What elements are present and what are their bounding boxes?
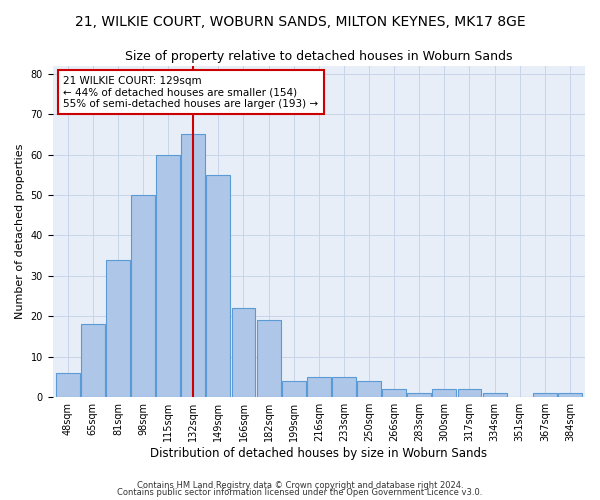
Title: Size of property relative to detached houses in Woburn Sands: Size of property relative to detached ho… xyxy=(125,50,512,63)
Bar xyxy=(558,393,582,397)
Bar xyxy=(106,260,130,397)
Bar xyxy=(433,389,457,397)
Bar xyxy=(131,195,155,397)
Text: Contains HM Land Registry data © Crown copyright and database right 2024.: Contains HM Land Registry data © Crown c… xyxy=(137,480,463,490)
Text: Contains public sector information licensed under the Open Government Licence v3: Contains public sector information licen… xyxy=(118,488,482,497)
Bar xyxy=(382,389,406,397)
X-axis label: Distribution of detached houses by size in Woburn Sands: Distribution of detached houses by size … xyxy=(150,447,487,460)
Bar xyxy=(307,377,331,397)
Bar xyxy=(56,373,80,397)
Bar xyxy=(282,381,305,397)
Bar xyxy=(81,324,105,397)
Bar xyxy=(332,377,356,397)
Bar xyxy=(181,134,205,397)
Bar xyxy=(232,308,256,397)
Y-axis label: Number of detached properties: Number of detached properties xyxy=(15,144,25,319)
Bar xyxy=(206,175,230,397)
Bar xyxy=(357,381,381,397)
Bar xyxy=(407,393,431,397)
Bar xyxy=(533,393,557,397)
Text: 21, WILKIE COURT, WOBURN SANDS, MILTON KEYNES, MK17 8GE: 21, WILKIE COURT, WOBURN SANDS, MILTON K… xyxy=(74,15,526,29)
Bar xyxy=(156,154,180,397)
Bar xyxy=(257,320,281,397)
Bar xyxy=(482,393,506,397)
Text: 21 WILKIE COURT: 129sqm
← 44% of detached houses are smaller (154)
55% of semi-d: 21 WILKIE COURT: 129sqm ← 44% of detache… xyxy=(63,76,319,108)
Bar xyxy=(458,389,481,397)
